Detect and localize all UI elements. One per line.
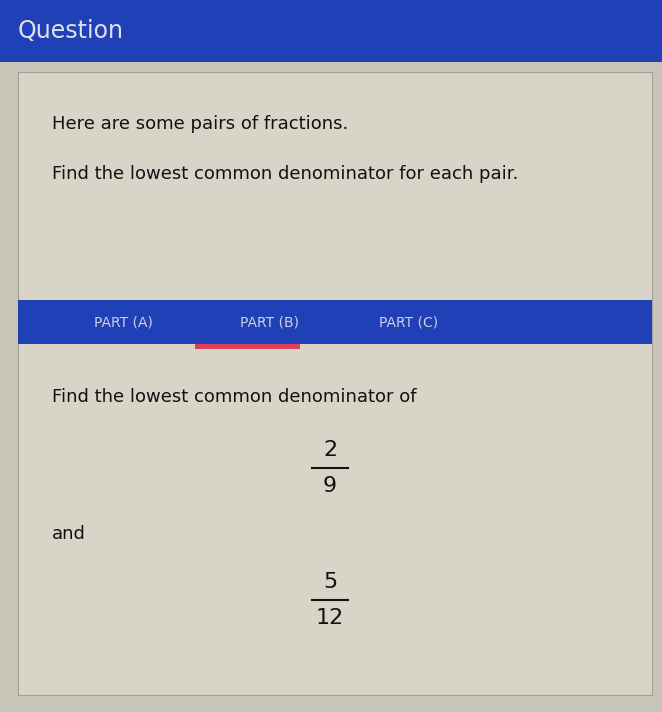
Text: PART (B): PART (B) — [240, 315, 299, 329]
Text: PART (C): PART (C) — [379, 315, 438, 329]
Text: Here are some pairs of fractions.: Here are some pairs of fractions. — [52, 115, 348, 133]
Text: 5: 5 — [323, 572, 337, 592]
Text: and: and — [52, 525, 86, 543]
Bar — [18, 300, 652, 344]
Text: 12: 12 — [316, 608, 344, 628]
Bar — [18, 72, 652, 695]
Text: Find the lowest common denominator for each pair.: Find the lowest common denominator for e… — [52, 165, 518, 183]
Text: PART (A): PART (A) — [94, 315, 153, 329]
Text: Question: Question — [18, 19, 124, 43]
Text: 9: 9 — [323, 476, 337, 496]
Text: Find the lowest common denominator of: Find the lowest common denominator of — [52, 388, 416, 406]
Bar — [195, 344, 300, 349]
Bar — [0, 0, 662, 62]
Text: 2: 2 — [323, 440, 337, 460]
